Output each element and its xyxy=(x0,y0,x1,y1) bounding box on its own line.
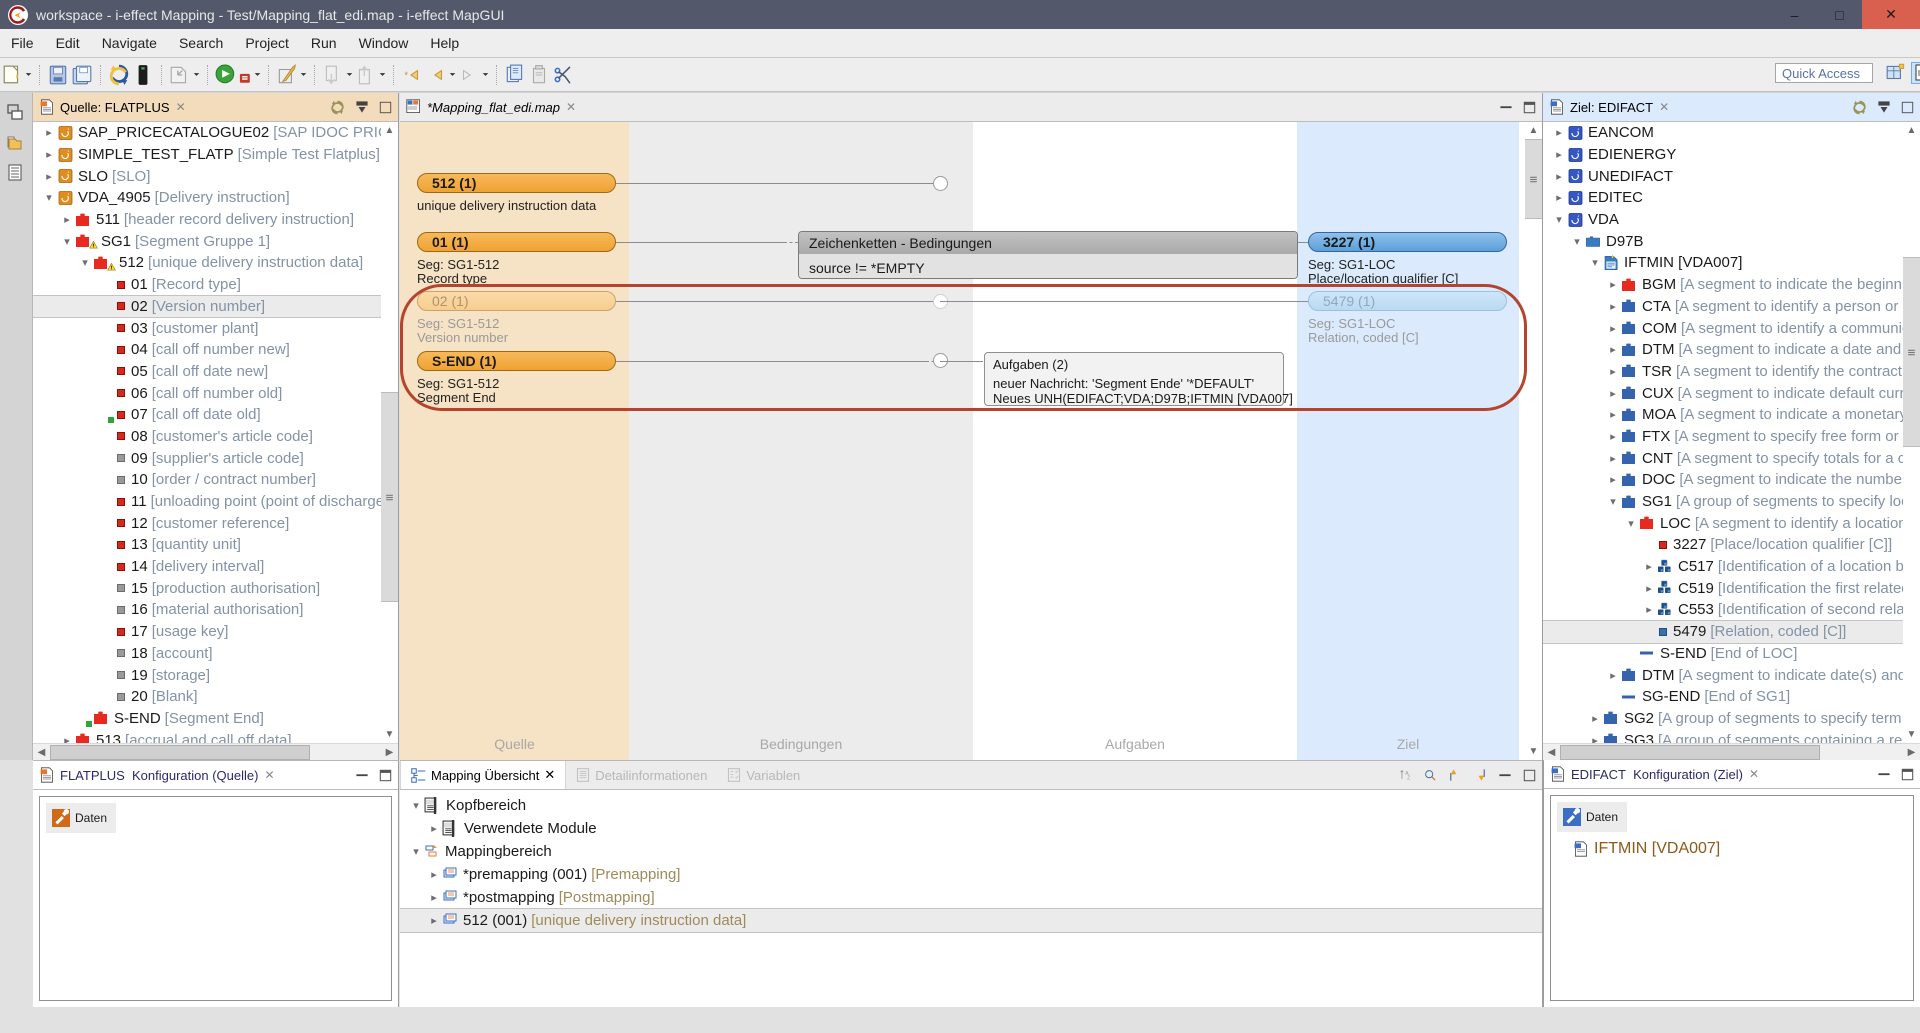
svg-text:*: * xyxy=(404,70,408,81)
svg-text:Z: Z xyxy=(1407,775,1410,781)
